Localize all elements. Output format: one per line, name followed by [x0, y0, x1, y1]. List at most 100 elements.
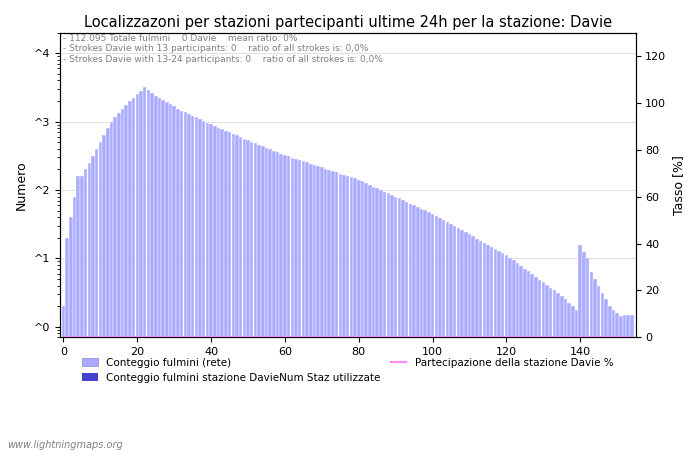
Bar — [110, 122, 113, 450]
Bar — [593, 279, 596, 450]
Bar — [612, 310, 615, 450]
Bar — [88, 162, 91, 450]
Bar — [479, 241, 482, 450]
Bar — [309, 164, 312, 450]
Bar — [117, 113, 120, 450]
Bar — [342, 175, 346, 450]
Bar — [294, 159, 298, 450]
Bar — [183, 112, 187, 450]
Bar — [564, 299, 567, 450]
Bar — [243, 139, 246, 450]
Bar — [287, 156, 290, 450]
Bar — [253, 143, 257, 450]
Bar — [146, 90, 150, 450]
Bar — [379, 190, 383, 450]
Y-axis label: Tasso [%]: Tasso [%] — [672, 155, 685, 215]
Bar — [568, 303, 571, 450]
Bar — [630, 315, 634, 450]
Y-axis label: Numero: Numero — [15, 160, 28, 210]
Bar — [582, 252, 586, 450]
Bar — [320, 167, 323, 450]
Bar — [335, 172, 338, 450]
Bar — [542, 282, 545, 450]
Bar — [545, 285, 549, 450]
Bar — [430, 214, 434, 450]
Bar — [324, 169, 328, 450]
Bar — [442, 220, 445, 450]
Bar — [552, 291, 556, 450]
Bar — [523, 269, 526, 450]
Bar — [424, 211, 427, 450]
Bar — [349, 177, 353, 450]
Bar — [169, 104, 172, 450]
Bar — [154, 95, 158, 450]
Text: - 112.095 Totale fulmini    0 Davie    mean ratio: 0%
- Strokes Davie with 13 pa: - 112.095 Totale fulmini 0 Davie mean ra… — [63, 34, 382, 64]
Bar — [180, 111, 183, 450]
Bar — [328, 170, 331, 450]
Bar — [531, 274, 534, 450]
Bar — [416, 207, 419, 450]
Bar — [471, 236, 475, 450]
Bar — [619, 316, 622, 450]
Bar — [615, 313, 619, 450]
Bar — [279, 153, 283, 450]
Bar — [409, 203, 412, 450]
Legend: Conteggio fulmini (rete), Conteggio fulmini stazione DavieNum Staz utilizzate, P: Conteggio fulmini (rete), Conteggio fulm… — [78, 353, 617, 387]
Bar — [420, 209, 424, 450]
Bar — [158, 98, 161, 450]
Bar — [232, 134, 235, 450]
Bar — [435, 216, 438, 450]
Bar — [268, 149, 272, 450]
Bar — [213, 126, 216, 450]
Bar — [132, 98, 135, 450]
Bar — [490, 247, 493, 450]
Bar — [461, 230, 464, 450]
Bar — [368, 185, 372, 450]
Bar — [575, 310, 578, 450]
Bar — [84, 169, 88, 450]
Bar — [586, 258, 589, 450]
Bar — [601, 292, 604, 450]
Bar — [202, 121, 206, 450]
Bar — [298, 160, 302, 450]
Bar — [497, 251, 500, 450]
Bar — [383, 192, 386, 450]
Bar — [198, 119, 202, 450]
Bar — [604, 299, 608, 450]
Bar — [571, 306, 575, 450]
Bar — [464, 232, 468, 450]
Bar — [261, 146, 265, 450]
Bar — [235, 135, 239, 450]
Bar — [128, 101, 132, 450]
Bar — [386, 194, 390, 450]
Bar — [162, 100, 165, 450]
Bar — [258, 144, 261, 450]
Bar — [220, 130, 224, 450]
Bar — [246, 140, 250, 450]
Bar — [136, 94, 139, 450]
Bar — [549, 288, 552, 450]
Bar — [372, 186, 375, 450]
Bar — [534, 277, 538, 450]
Bar — [560, 296, 564, 450]
Bar — [339, 174, 342, 450]
Text: www.lightningmaps.org: www.lightningmaps.org — [7, 440, 122, 450]
Bar — [390, 195, 393, 450]
Bar — [176, 108, 180, 450]
Bar — [527, 271, 531, 450]
Bar — [401, 200, 405, 450]
Bar — [228, 132, 231, 450]
Bar — [398, 198, 401, 450]
Bar — [239, 137, 242, 450]
Bar — [80, 176, 84, 450]
Bar — [623, 315, 626, 450]
Bar — [519, 266, 523, 450]
Bar — [276, 152, 279, 450]
Bar — [456, 228, 460, 450]
Bar — [172, 107, 176, 450]
Bar — [99, 142, 102, 450]
Bar — [290, 158, 294, 450]
Bar — [272, 151, 276, 450]
Bar — [597, 286, 601, 450]
Bar — [143, 87, 146, 450]
